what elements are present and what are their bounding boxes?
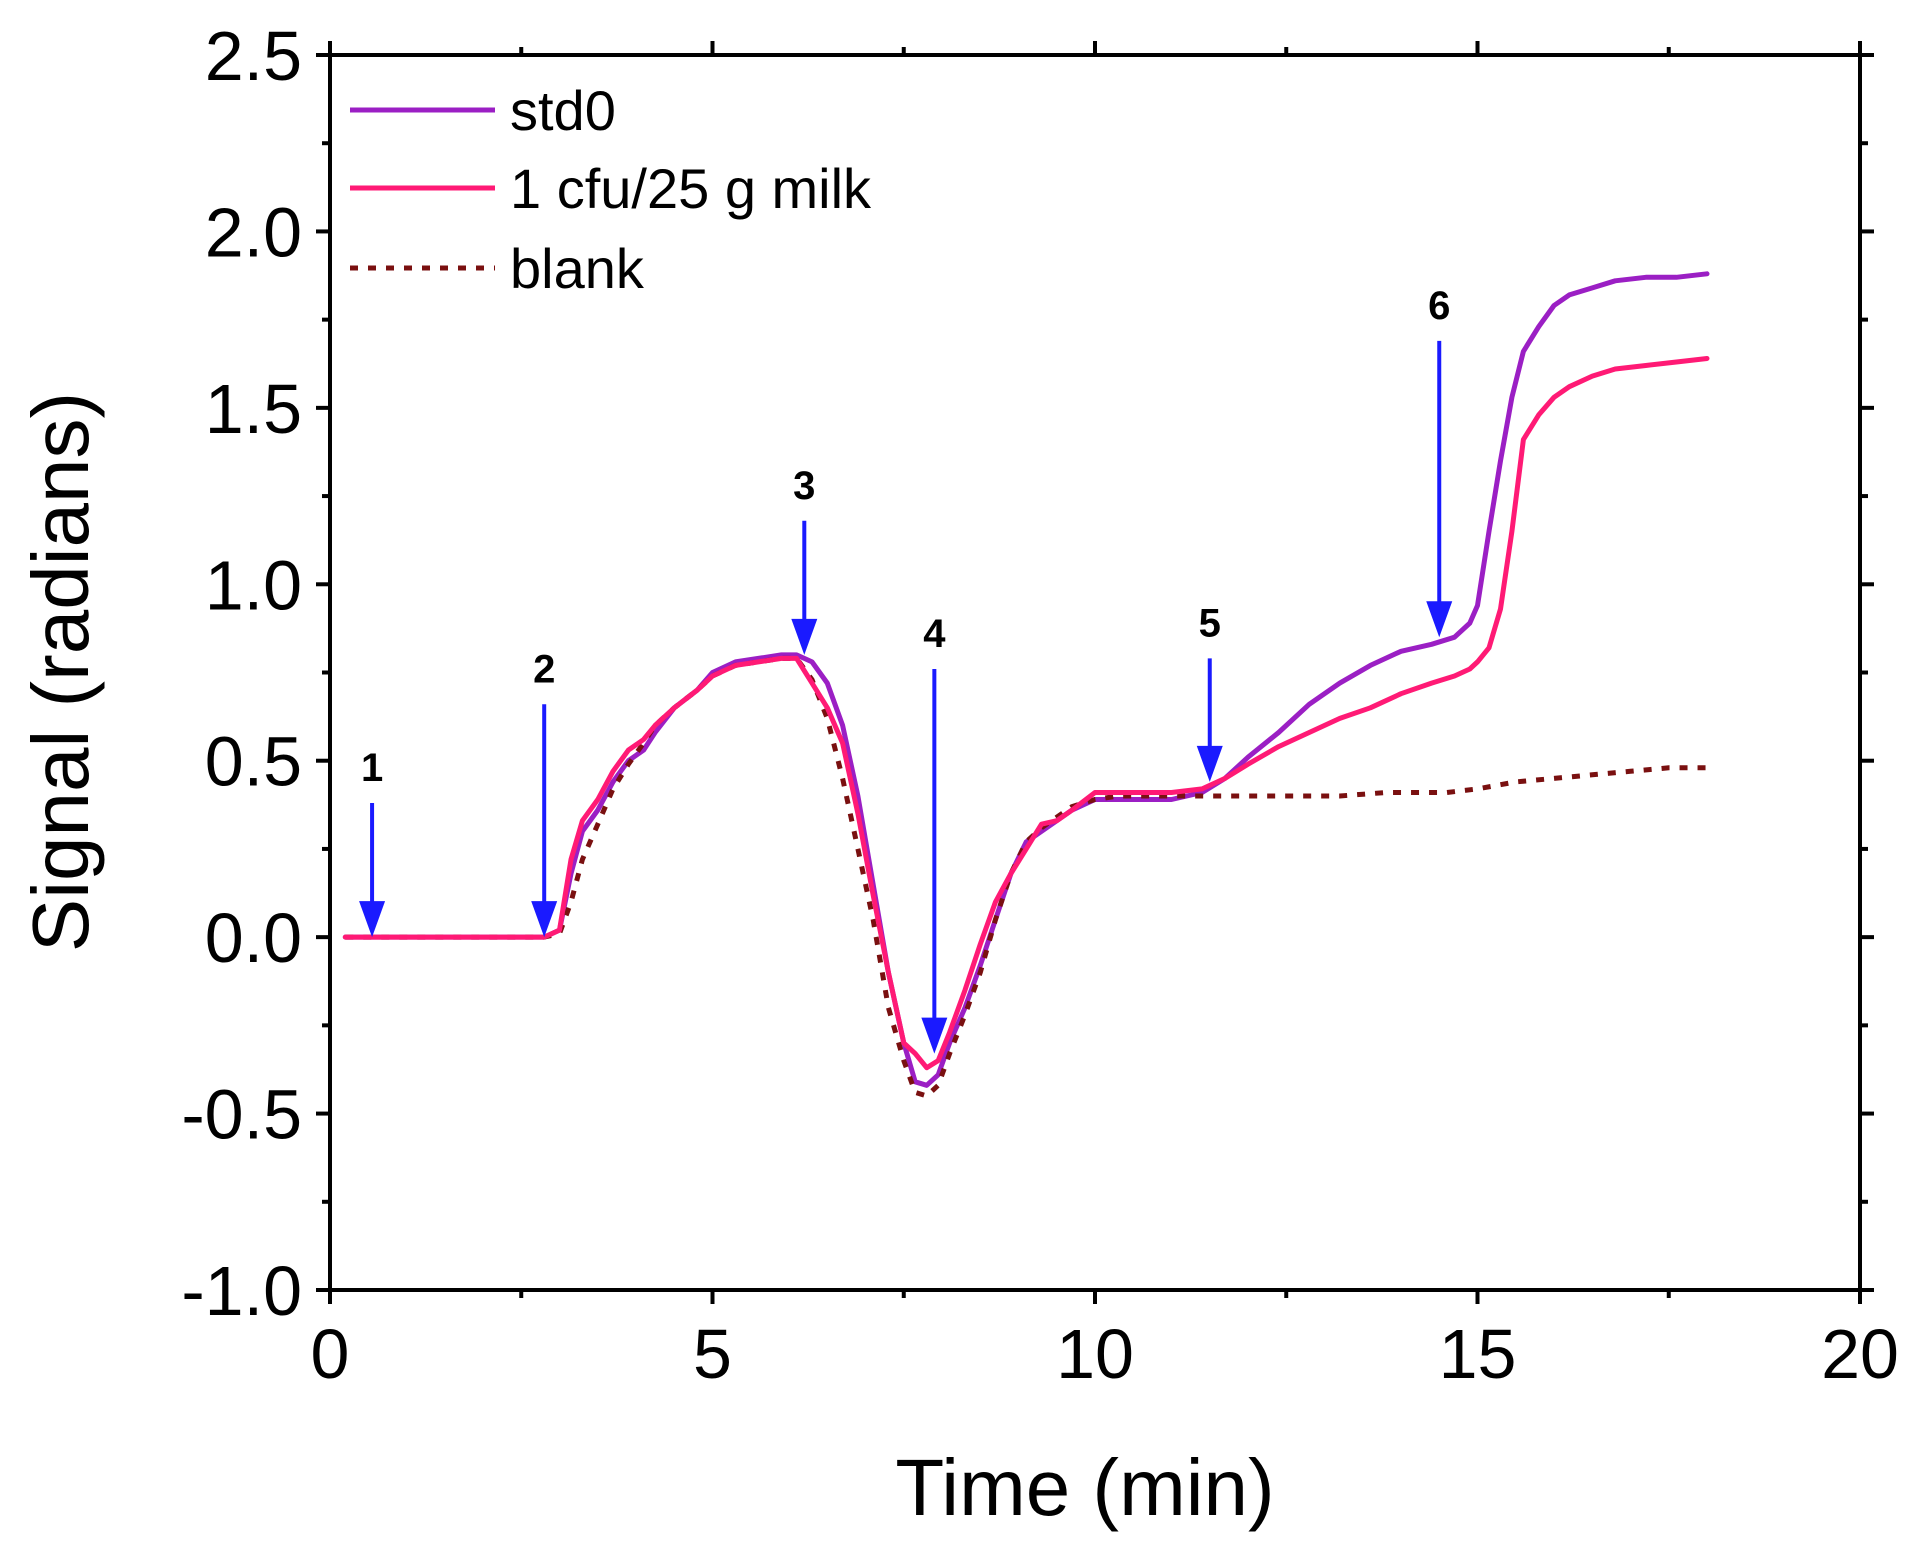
y-tick-label: 0.0	[205, 899, 302, 977]
x-axis-title: Time (min)	[895, 1443, 1274, 1532]
arrow-head	[531, 901, 558, 938]
arrow-annotations: 1 2 3 4 5 6	[359, 284, 1453, 1054]
arrow-head	[791, 618, 818, 655]
arrow-head	[1196, 745, 1223, 782]
legend-label-sample: 1 cfu/25 g milk	[510, 157, 872, 220]
y-tick-label: -1.0	[181, 1252, 302, 1330]
legend: std0 1 cfu/25 g milk blank	[350, 79, 872, 300]
legend-label-blank: blank	[510, 237, 645, 300]
y-tick-label: 2.5	[205, 17, 302, 95]
y-tick-label: 1.0	[205, 546, 302, 624]
plot-content	[342, 271, 1710, 1099]
arrow-label: 2	[533, 647, 555, 691]
arrow-head	[359, 901, 386, 938]
arrow-label: 5	[1199, 601, 1221, 645]
arrow-head	[921, 1017, 948, 1054]
legend-label-std0: std0	[510, 79, 616, 142]
axis-ticks: 0 5 10 15 20-1.0-0.50.00.51.01.52.02.5	[181, 17, 1899, 1393]
y-tick-label: 0.5	[205, 723, 302, 801]
series-line-sample	[342, 356, 1710, 1071]
arrow-label: 6	[1428, 284, 1450, 328]
x-tick-label: 0	[311, 1315, 350, 1393]
arrow-label: 4	[923, 612, 946, 656]
series-line-std0	[342, 271, 1710, 1088]
arrow-head	[1426, 601, 1453, 638]
x-tick-label: 5	[693, 1315, 732, 1393]
arrow-label: 3	[793, 464, 815, 508]
arrow-label: 1	[361, 746, 383, 790]
y-tick-label: -0.5	[181, 1076, 302, 1154]
x-tick-label: 15	[1439, 1315, 1517, 1393]
y-tick-label: 1.5	[205, 370, 302, 448]
y-axis-title: Signal (radians)	[16, 392, 105, 952]
x-tick-label: 20	[1821, 1315, 1899, 1393]
x-tick-label: 10	[1056, 1315, 1134, 1393]
y-tick-label: 2.0	[205, 193, 302, 271]
